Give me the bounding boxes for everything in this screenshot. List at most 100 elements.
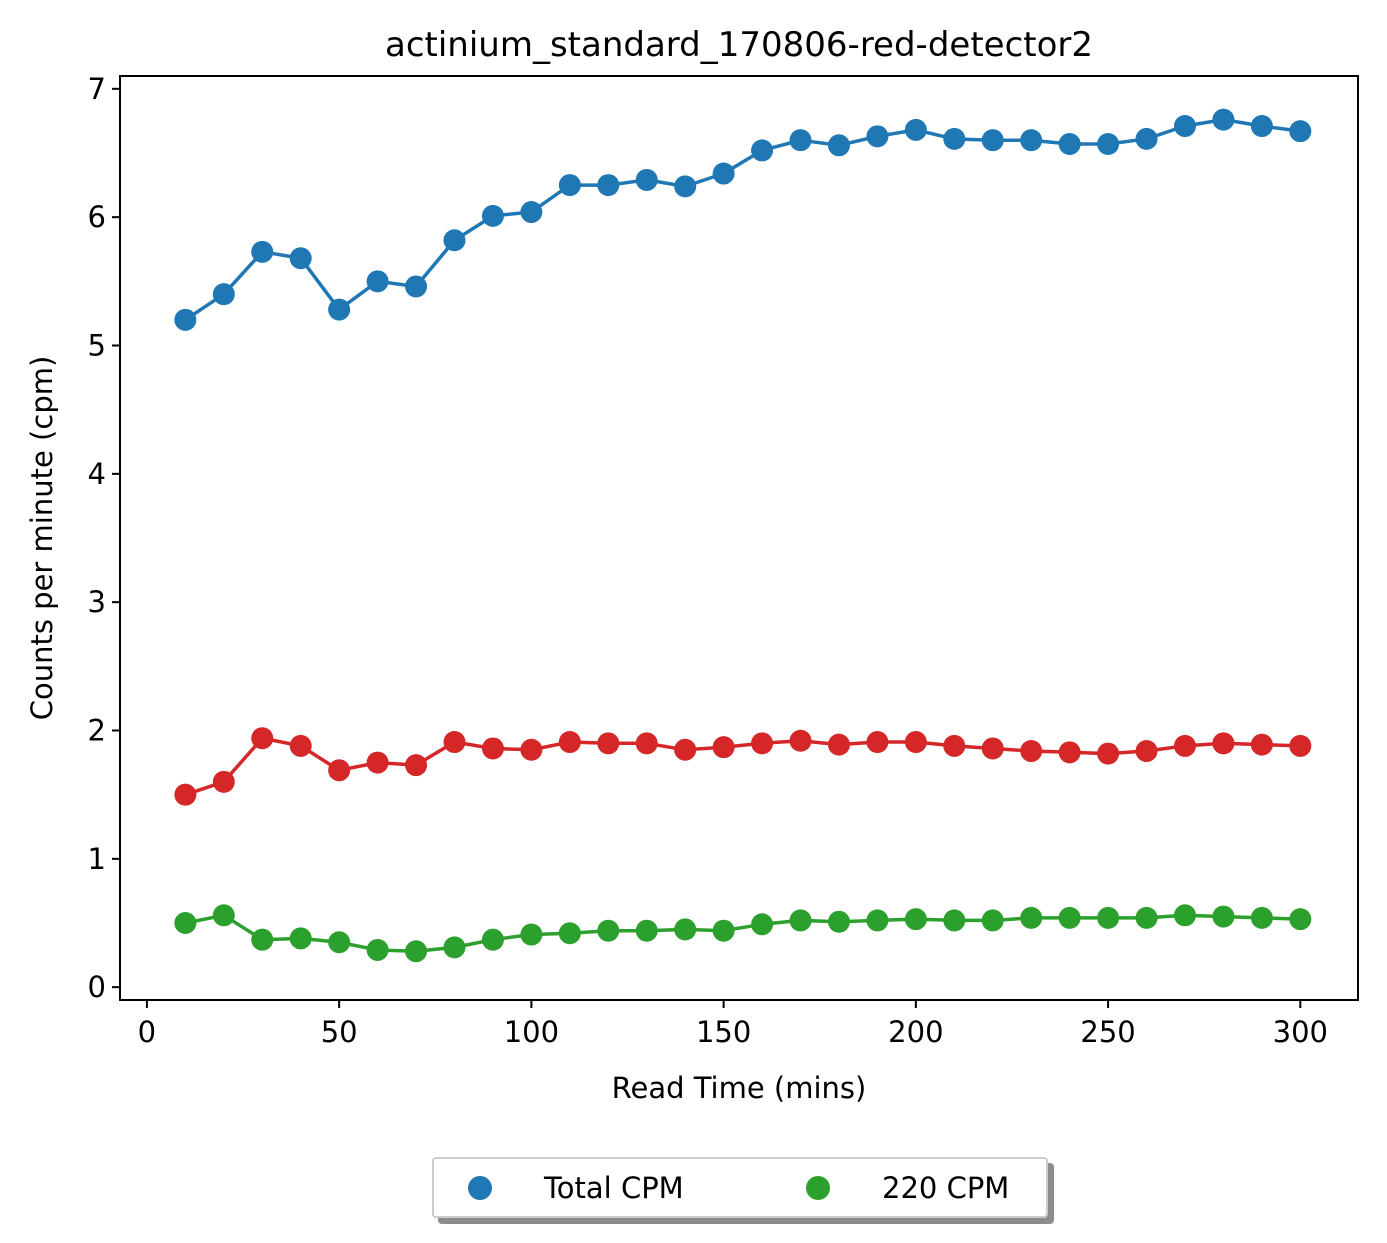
data-point [443, 229, 466, 252]
data-point [481, 737, 504, 760]
series-line [185, 913, 1301, 953]
legend-marker-220-cpm [806, 1175, 830, 1200]
y-tick-label: 1 [88, 842, 106, 876]
data-point [520, 201, 543, 224]
data-point [405, 754, 428, 777]
data-point [174, 308, 197, 331]
plot-frame [119, 75, 1359, 1001]
data-point [751, 913, 774, 936]
data-point [674, 738, 697, 761]
data-point [827, 910, 850, 933]
data-point [827, 134, 850, 157]
data-point [635, 919, 658, 942]
y-tick-label: 5 [88, 329, 106, 363]
chart-title: actinium_standard_170806-red-detector2 [385, 25, 1093, 65]
data-point [751, 732, 774, 755]
data-point [1289, 734, 1312, 757]
data-point [520, 738, 543, 761]
data-point [1173, 115, 1196, 138]
data-point [366, 938, 389, 961]
data-point [481, 204, 504, 227]
data-point [943, 909, 966, 932]
data-point [904, 118, 927, 141]
data-point [1289, 908, 1312, 931]
data-point [328, 759, 351, 782]
data-point [1289, 120, 1312, 143]
data-point [751, 139, 774, 162]
data-point [1173, 734, 1196, 757]
data-point [635, 168, 658, 191]
data-point [289, 734, 312, 757]
x-tick-label: 250 [1080, 1015, 1135, 1049]
data-point [827, 733, 850, 756]
data-point [1058, 133, 1081, 156]
x-tick-label: 100 [504, 1015, 559, 1049]
data-point [1212, 732, 1235, 755]
y-tick-label: 6 [88, 200, 106, 234]
data-point [1135, 740, 1158, 763]
data-point [1135, 127, 1158, 150]
legend-item-220-cpm: 220 CPM [806, 1159, 1009, 1216]
data-point [866, 731, 889, 754]
data-point [212, 283, 235, 306]
data-point [1020, 129, 1043, 152]
data-point [1250, 906, 1273, 929]
data-point [289, 927, 312, 950]
data-point [866, 125, 889, 148]
data-point [1020, 906, 1043, 929]
legend-label-220-cpm: 220 CPM [882, 1170, 1010, 1205]
y-tick-label: 0 [88, 970, 106, 1004]
data-point [405, 275, 428, 298]
data-point [558, 174, 581, 197]
data-point [1212, 108, 1235, 131]
x-tick-label: 0 [138, 1015, 156, 1049]
data-point [443, 936, 466, 959]
data-point [904, 908, 927, 931]
data-point [635, 732, 658, 755]
y-tick-label: 7 [88, 72, 106, 106]
data-point [558, 922, 581, 945]
data-point [1058, 741, 1081, 764]
series-line [184, 117, 1301, 322]
data-point [981, 737, 1004, 760]
data-point [597, 174, 620, 197]
data-point [174, 783, 197, 806]
data-point [789, 129, 812, 152]
data-point [597, 732, 620, 755]
legend-item-total-cpm: Total CPM [468, 1159, 684, 1216]
x-axis-label: Read Time (mins) [612, 1071, 867, 1105]
data-point [712, 919, 735, 942]
data-point [366, 270, 389, 293]
data-point [904, 731, 927, 754]
data-point [251, 928, 274, 951]
x-tick-label: 200 [888, 1015, 943, 1049]
data-point [1135, 906, 1158, 929]
data-point [1097, 906, 1120, 929]
data-point [789, 729, 812, 752]
data-point [251, 727, 274, 750]
legend: Total CPM 220 CPM [432, 1157, 1048, 1218]
data-point [789, 909, 812, 932]
data-point [981, 129, 1004, 152]
y-tick-label: 3 [88, 585, 106, 619]
data-point [481, 928, 504, 951]
data-point [520, 923, 543, 946]
data-point [943, 127, 966, 150]
data-point [981, 909, 1004, 932]
data-point [174, 912, 197, 934]
data-point [212, 904, 235, 927]
data-point [1250, 115, 1273, 138]
data-point [712, 162, 735, 185]
data-point [1250, 733, 1273, 756]
data-point [405, 940, 428, 963]
legend-label-total-cpm: Total CPM [544, 1170, 684, 1205]
y-tick-label: 2 [88, 714, 106, 748]
data-point [328, 931, 351, 954]
legend-marker-total-cpm [468, 1175, 492, 1200]
data-point [1097, 742, 1120, 765]
data-point [1173, 904, 1196, 927]
data-point [597, 919, 620, 942]
plot-area: 0 50 100 150 200 250 300 0 1 2 3 4 5 6 7 [88, 72, 1359, 1049]
data-point [289, 247, 312, 270]
